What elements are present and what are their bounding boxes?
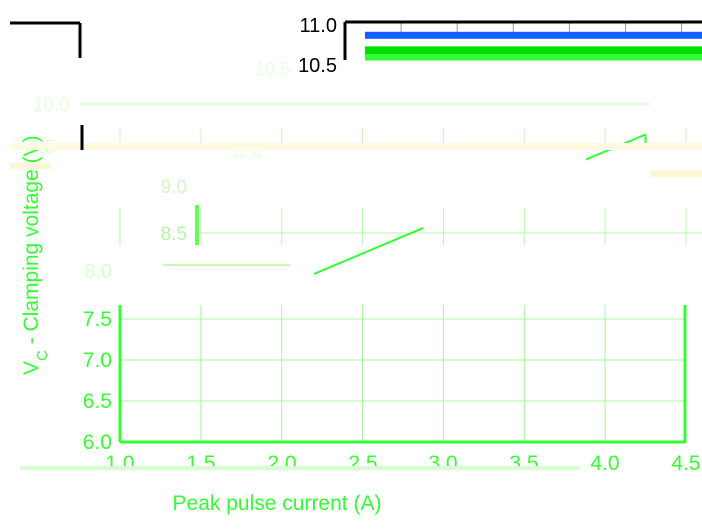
y-tick-label: 7.5 [83,308,112,331]
background-series [365,31,702,61]
main-chart: 1.0 1.5 2.0 2.5 3.0 3.5 4.0 4.5 6.0 6.5 … [20,59,702,515]
x-tick-label: 3.0 [428,452,457,475]
x-tick-labels: 1.0 1.5 2.0 2.5 3.0 3.5 4.0 4.5 [105,452,700,475]
y-tick-label: 8.0 [84,261,112,283]
x-tick-label: 4.0 [590,452,619,475]
background-frame [10,20,702,60]
ghost-band [650,170,702,177]
ghost-band [10,163,50,169]
y-tick-label: 6.0 [83,431,112,454]
main-grid [80,103,702,442]
y-axis-label: VC - Clamping voltage (V) [20,135,51,375]
x-tick-label: 4.5 [671,452,700,475]
background-chart: 11.0 10.5 [10,15,702,77]
ghost-band [20,466,580,470]
x-tick-label: 2.5 [348,452,377,475]
y-tick-label: 9.0 [161,177,187,198]
background-series-band [365,31,702,39]
x-axis-label: Peak pulse current (A) [173,492,382,515]
background-series-band [365,54,702,60]
y-tick-label: 8.5 [161,224,187,245]
series-line [313,226,424,275]
background-ytick-label: 11.0 [300,15,337,37]
y-tick-label: 6.5 [83,390,112,413]
ghost-artifacts [10,125,702,470]
y-tick-label: 10.5 [255,59,290,79]
y-tick-label: 10.0 [33,95,70,116]
main-series [313,133,647,275]
x-tick-label: 1.0 [105,452,134,475]
x-tick-label: 3.5 [509,452,538,475]
x-tick-label: 1.5 [186,452,215,475]
background-ytick-label: 10.5 [298,55,337,77]
ghost-band [12,143,702,150]
main-axes [118,305,687,444]
y-tick-label: 7.0 [83,349,112,372]
y-tick-labels: 6.0 6.5 7.0 7.5 8.0 8.5 9.0 9.5 10.0 10.… [30,59,290,454]
x-tick-label: 2.0 [267,452,296,475]
